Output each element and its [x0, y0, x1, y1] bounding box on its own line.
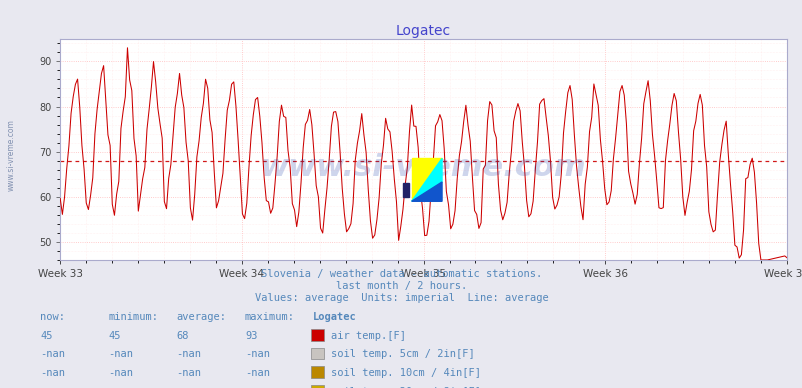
Text: -nan: -nan [108, 368, 133, 378]
Text: -nan: -nan [40, 368, 65, 378]
Text: maximum:: maximum: [245, 312, 294, 322]
Text: -nan: -nan [245, 386, 269, 388]
Text: Logatec: Logatec [313, 312, 356, 322]
Polygon shape [411, 182, 441, 201]
Text: minimum:: minimum: [108, 312, 158, 322]
Text: 68: 68 [176, 331, 189, 341]
Text: -nan: -nan [108, 386, 133, 388]
Text: -nan: -nan [176, 386, 201, 388]
Polygon shape [411, 158, 441, 201]
Text: Slovenia / weather data - automatic stations.: Slovenia / weather data - automatic stat… [261, 269, 541, 279]
Text: www.si-vreme.com: www.si-vreme.com [6, 119, 15, 191]
Text: now:: now: [40, 312, 65, 322]
Text: soil temp. 20cm / 8in[F]: soil temp. 20cm / 8in[F] [330, 386, 480, 388]
Text: last month / 2 hours.: last month / 2 hours. [335, 281, 467, 291]
Text: -nan: -nan [176, 349, 201, 359]
Text: www.si-vreme.com: www.si-vreme.com [261, 152, 585, 182]
Text: 45: 45 [40, 331, 53, 341]
Text: 93: 93 [245, 331, 257, 341]
Text: -nan: -nan [176, 368, 201, 378]
Text: average:: average: [176, 312, 226, 322]
Text: -nan: -nan [108, 349, 133, 359]
Text: -nan: -nan [245, 368, 269, 378]
Text: 45: 45 [108, 331, 121, 341]
Text: -nan: -nan [245, 349, 269, 359]
Text: soil temp. 10cm / 4in[F]: soil temp. 10cm / 4in[F] [330, 368, 480, 378]
Title: Logatec: Logatec [395, 24, 451, 38]
Text: -nan: -nan [40, 386, 65, 388]
Text: -nan: -nan [40, 349, 65, 359]
Text: air temp.[F]: air temp.[F] [330, 331, 405, 341]
Polygon shape [411, 158, 441, 201]
Text: soil temp. 5cm / 2in[F]: soil temp. 5cm / 2in[F] [330, 349, 474, 359]
Bar [403, 183, 409, 197]
Text: Values: average  Units: imperial  Line: average: Values: average Units: imperial Line: av… [254, 293, 548, 303]
